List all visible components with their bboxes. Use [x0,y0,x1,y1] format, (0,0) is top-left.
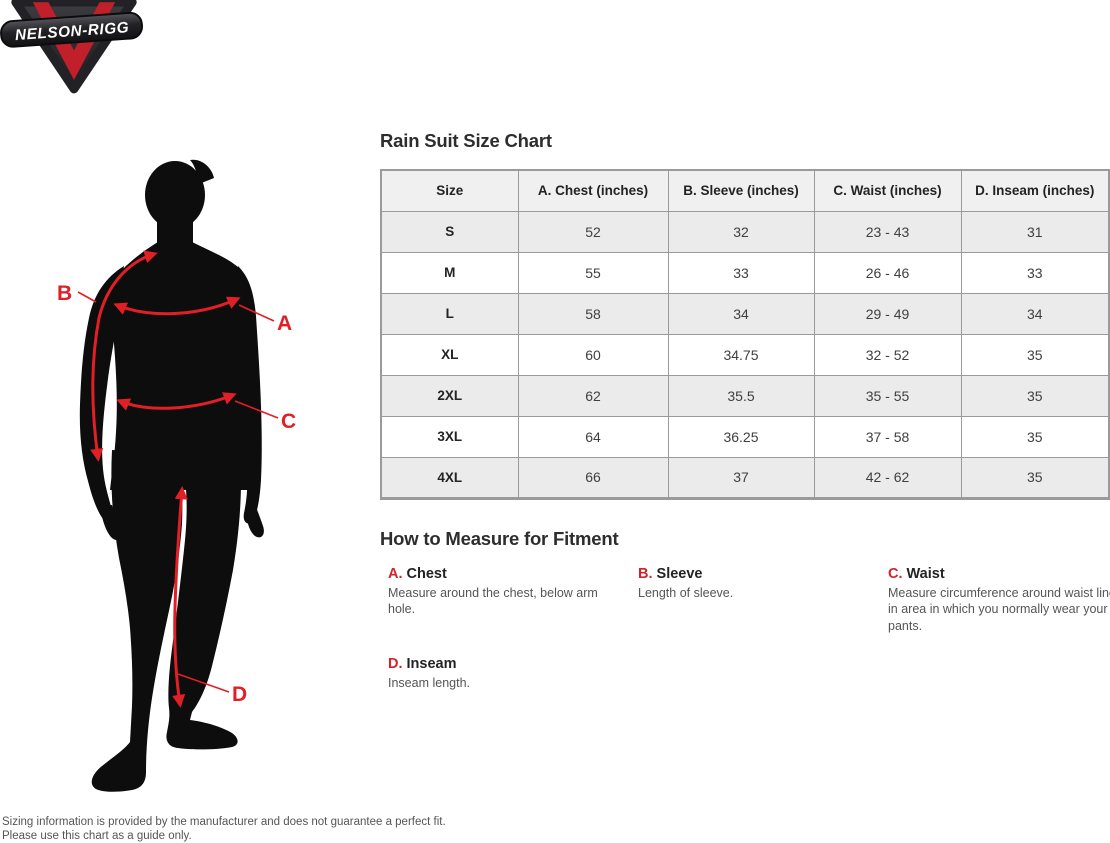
figure-label-a: A [277,312,292,335]
measure-name-sleeve: Sleeve [656,565,703,582]
cell-waist: 32 - 52 [813,333,962,376]
cell-sleeve: 36.25 [667,415,815,458]
measure-desc-chest: Measure around the chest, below arm hole… [388,585,598,617]
cell-inseam: 31 [960,210,1110,253]
cell-size: XL [380,333,519,376]
cell-chest: 52 [517,210,669,253]
table-row-xl: XL 60 34.75 32 - 52 35 [380,333,1110,376]
cell-chest: 58 [517,292,669,335]
measure-desc-inseam: Inseam length. [388,676,470,690]
size-chart-title: Rain Suit Size Chart [380,130,552,151]
measurement-annotations [90,250,241,708]
measure-name-waist: Waist [906,565,945,582]
cell-chest: 66 [517,456,669,499]
measure-item-heading: B. Sleeve [638,566,878,582]
measure-letter-b: B. [638,565,653,582]
cell-size: 4XL [380,456,519,499]
figure-label-d: D [232,683,247,706]
label-leader-lines [77,291,279,693]
size-figure-silhouette: B A C D [57,159,296,792]
inseam-measure-arrow [172,486,188,708]
chest-measure-arrow [113,296,241,316]
sizing-disclaimer: Sizing information is provided by the ma… [2,815,446,843]
table-row-3xl: 3XL 64 36.25 37 - 58 35 [380,415,1110,458]
size-chart-table: Size A. Chest (inches) B. Sleeve (inches… [380,169,1110,500]
figure-label-c: C [281,410,296,433]
cell-waist: 37 - 58 [813,415,962,458]
table-row-4xl: 4XL 66 37 42 - 62 35 [380,456,1110,499]
cell-sleeve: 34 [667,292,815,335]
cell-inseam: 35 [960,374,1110,417]
cell-chest: 64 [517,415,669,458]
cell-inseam: 35 [960,415,1110,458]
disclaimer-line-1: Sizing information is provided by the ma… [2,816,446,828]
cell-waist: 23 - 43 [813,210,962,253]
table-row-2xl: 2XL 62 35.5 35 - 55 35 [380,374,1110,417]
table-header-row: Size A. Chest (inches) B. Sleeve (inches… [380,169,1110,212]
measure-desc-waist: Measure circumference around waist line … [888,585,1110,633]
measure-item-heading: C. Waist [888,566,1110,582]
measure-name-inseam: Inseam [406,656,457,672]
column-header-waist: C. Waist (inches) [813,169,962,212]
measure-item-heading: D. Inseam [388,656,628,672]
measure-letter-a: A. [388,565,403,582]
cell-inseam: 35 [960,333,1110,376]
waist-measure-arrow [116,392,237,411]
cell-sleeve: 35.5 [667,374,815,417]
cell-size: 3XL [380,415,519,458]
cell-waist: 29 - 49 [813,292,962,335]
cell-chest: 62 [517,374,669,417]
cell-size: M [380,251,519,294]
nelson-rigg-logo: NELSON-RIGG [0,0,148,94]
sleeve-measure-arrow [90,250,158,462]
column-header-size: Size [380,169,519,212]
column-header-sleeve: B. Sleeve (inches) [667,169,815,212]
nelson-rigg-logo-graphic: NELSON-RIGG [0,0,143,94]
measure-item-chest: A. Chest Measure around the chest, below… [388,566,628,635]
cell-sleeve: 32 [667,210,815,253]
cell-chest: 55 [517,251,669,294]
cell-waist: 42 - 62 [813,456,962,499]
cell-sleeve: 34.75 [667,333,815,376]
measure-item-heading: A. Chest [388,566,628,582]
measure-item-sleeve: B. Sleeve Length of sleeve. [638,566,878,635]
table-row-s: S 52 32 23 - 43 31 [380,210,1110,253]
measure-desc-sleeve: Length of sleeve. [638,585,734,600]
cell-inseam: 33 [960,251,1110,294]
cell-size: 2XL [380,374,519,417]
figure-label-b: B [57,282,72,305]
cell-size: L [380,292,519,335]
measure-item-waist: C. Waist Measure circumference around wa… [888,566,1110,635]
column-header-chest: A. Chest (inches) [517,169,669,212]
measurement-figure: B A C D [40,150,320,810]
table-row-l: L 58 34 29 - 49 34 [380,292,1110,335]
size-chart-content: Rain Suit Size Chart Size A. Chest (inch… [380,130,1110,692]
cell-sleeve: 33 [667,251,815,294]
measure-name-chest: Chest [406,565,447,582]
cell-waist: 26 - 46 [813,251,962,294]
logo-band: NELSON-RIGG [0,11,143,48]
cell-inseam: 34 [960,292,1110,335]
cell-size: S [380,210,519,253]
measure-item-inseam: D. Inseam Inseam length. [388,656,628,692]
cell-sleeve: 37 [667,456,815,499]
measure-letter-c: C. [888,565,903,582]
column-header-inseam: D. Inseam (inches) [960,169,1110,212]
table-row-m: M 55 33 26 - 46 33 [380,251,1110,294]
measure-section-title: How to Measure for Fitment [380,527,619,549]
cell-waist: 35 - 55 [813,374,962,417]
cell-chest: 60 [517,333,669,376]
measure-letter-d: D. [388,656,403,672]
measure-grid: A. Chest Measure around the chest, below… [380,566,1110,692]
disclaimer-line-2: Please use this chart as a guide only. [2,830,192,842]
cell-inseam: 35 [960,456,1110,499]
